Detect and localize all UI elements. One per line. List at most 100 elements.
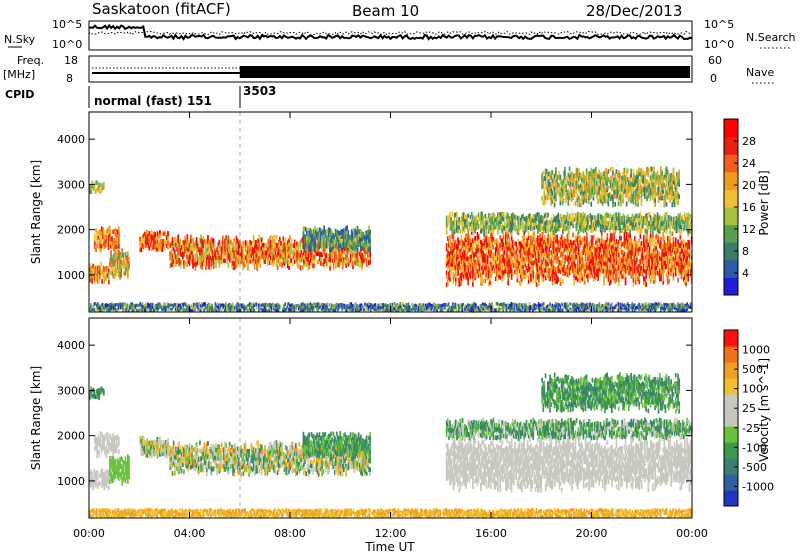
heatmap-cell xyxy=(562,256,564,261)
heatmap-cell xyxy=(482,270,484,275)
heatmap-cell xyxy=(142,302,144,306)
heatmap-cell xyxy=(618,252,620,257)
date-title: 28/Dec/2013 xyxy=(586,2,682,20)
heatmap-cell xyxy=(523,238,525,243)
heatmap-cell xyxy=(607,237,609,242)
heatmap-cell xyxy=(654,198,656,203)
heatmap-cell xyxy=(215,263,217,268)
heatmap-cell xyxy=(547,242,549,247)
heatmap-cell xyxy=(595,227,597,232)
heatmap-cell xyxy=(121,248,123,253)
heatmap-cell xyxy=(513,248,515,253)
heatmap-cell xyxy=(504,221,506,226)
heatmap-cell xyxy=(455,269,457,274)
heatmap-cell xyxy=(678,195,680,200)
heatmap-cell xyxy=(357,248,359,253)
heatmap-cell xyxy=(547,213,549,218)
heatmap-cell xyxy=(633,169,635,174)
freq-right-label: Nave xyxy=(746,66,774,79)
heatmap-cell xyxy=(586,232,588,237)
heatmap-cell xyxy=(640,234,642,239)
noise-right-tick-top: 10^5 xyxy=(704,18,734,31)
heatmap-cell xyxy=(565,199,567,203)
heatmap-cell xyxy=(314,239,316,244)
heatmap-cell xyxy=(346,225,348,230)
heatmap-cell xyxy=(224,258,226,263)
heatmap-cell xyxy=(94,237,96,241)
heatmap-cell xyxy=(127,270,129,274)
heatmap-cell xyxy=(560,201,562,206)
heatmap-cell xyxy=(479,259,481,264)
heatmap-cell xyxy=(569,167,571,172)
heatmap-cell xyxy=(580,203,582,207)
heatmap-cell xyxy=(664,236,666,241)
heatmap-cell xyxy=(613,217,615,222)
heatmap-cell xyxy=(548,251,550,256)
heatmap-cell xyxy=(321,243,323,248)
heatmap-cell xyxy=(579,235,581,240)
heatmap-cell xyxy=(532,278,534,283)
heatmap-cell xyxy=(604,199,606,204)
heatmap-cell xyxy=(521,273,523,278)
heatmap-cell xyxy=(544,235,546,240)
heatmap-cell xyxy=(160,304,162,307)
noise-search-trace xyxy=(89,32,692,35)
heatmap-cell xyxy=(668,279,670,284)
heatmap-cell xyxy=(197,256,199,261)
heatmap-cell xyxy=(664,269,666,274)
heatmap-cell xyxy=(588,199,590,204)
heatmap-cell xyxy=(94,280,96,284)
heatmap-cell xyxy=(514,219,516,224)
heatmap-cell xyxy=(452,212,454,217)
heatmap-cell xyxy=(521,277,523,282)
heatmap-cell xyxy=(482,278,484,283)
noise-left-label: N.Sky xyxy=(4,33,36,46)
heatmap-cell xyxy=(319,244,321,249)
heatmap-cell xyxy=(561,235,563,240)
heatmap-cell xyxy=(532,266,534,271)
heatmap-cell xyxy=(613,237,615,242)
heatmap-cell xyxy=(573,281,575,286)
heatmap-cell xyxy=(174,249,176,254)
heatmap-cell xyxy=(100,261,102,266)
heatmap-cell xyxy=(213,243,215,248)
heatmap-cell xyxy=(94,308,96,312)
heatmap-cell xyxy=(195,266,197,271)
heatmap-cell xyxy=(167,240,169,245)
heatmap-cell xyxy=(654,185,656,190)
heatmap-cell xyxy=(625,277,627,282)
heatmap-cell xyxy=(478,213,480,218)
heatmap-cell xyxy=(161,247,163,252)
heatmap-cell xyxy=(196,237,198,242)
heatmap-cell xyxy=(605,274,607,279)
heatmap-cell xyxy=(505,232,507,237)
heatmap-cell xyxy=(678,178,680,183)
heatmap-cell xyxy=(190,239,192,244)
heatmap-cell xyxy=(504,250,506,254)
heatmap-cell xyxy=(449,235,451,240)
heatmap-cell xyxy=(204,261,206,266)
heatmap-cell xyxy=(555,167,557,172)
heatmap-cell xyxy=(173,263,175,268)
heatmap-cell xyxy=(576,189,578,194)
heatmap-cell xyxy=(110,229,112,233)
heatmap-cell xyxy=(90,190,92,194)
heatmap-cell xyxy=(369,234,371,239)
heatmap-cell xyxy=(673,276,675,281)
heatmap-cell xyxy=(339,243,341,248)
heatmap-cell xyxy=(203,244,205,248)
heatmap-cell xyxy=(108,280,110,284)
heatmap-cell xyxy=(90,303,92,306)
heatmap-cell xyxy=(499,247,501,252)
heatmap-cell xyxy=(94,241,96,245)
heatmap-cell xyxy=(678,174,680,179)
beam-title: Beam 10 xyxy=(352,2,419,20)
heatmap-cell xyxy=(115,263,117,268)
heatmap-cell xyxy=(562,279,564,284)
heatmap-cell xyxy=(601,234,603,239)
heatmap-cell xyxy=(517,274,519,279)
heatmap-cell xyxy=(467,213,469,217)
heatmap-cell xyxy=(285,238,287,243)
heatmap-cell xyxy=(624,168,626,173)
